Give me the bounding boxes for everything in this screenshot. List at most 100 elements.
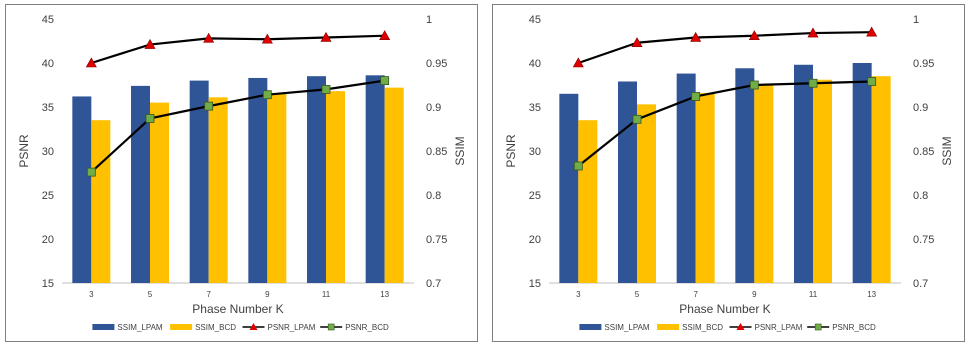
left-bar-ssim-bcd xyxy=(150,102,169,283)
left-left-tick-label: 20 xyxy=(42,234,54,246)
left-marker-psnr-bcd xyxy=(86,167,96,177)
right-bar-ssim-bcd xyxy=(578,120,598,283)
right-legend-swatch-ssim-bcd xyxy=(657,324,680,330)
right-bar-ssim-lpam xyxy=(559,93,579,283)
right-marker-psnr-lpam xyxy=(572,57,584,68)
right-x-tick-label: 7 xyxy=(693,290,698,299)
left-left-tick-label: 30 xyxy=(42,146,54,158)
right-line-psnr-lpam xyxy=(577,31,872,65)
right-x-tick-label: 9 xyxy=(752,290,757,299)
right-left-tick-label: 15 xyxy=(529,278,541,290)
right-x-tick-label: 13 xyxy=(867,290,876,299)
left-legend-label-psnr-lpam: PSNR_LPAM xyxy=(268,323,316,332)
right-legend-label-ssim-bcd: SSIM_BCD xyxy=(682,323,723,332)
right-bar-ssim-bcd xyxy=(754,85,774,283)
combo-chart-right: 152025303540450.70.750.80.850.90.951PSNR… xyxy=(504,14,954,332)
right-marker-psnr-lpam xyxy=(866,26,878,37)
right-marker-psnr-lpam xyxy=(748,30,760,41)
right-marker-psnr-lpam xyxy=(631,37,643,48)
left-legend-marker-psnr-lpam xyxy=(249,323,258,330)
left-x-tick-label: 13 xyxy=(380,290,389,299)
left-legend-marker-psnr-bcd xyxy=(327,323,335,331)
left-marker-psnr-bcd xyxy=(262,90,272,100)
right-legend-swatch-ssim-lpam xyxy=(579,324,602,330)
right-line-psnr-bcd xyxy=(577,80,872,167)
right-x-tick-label: 5 xyxy=(635,290,640,299)
right-left-tick-label: 45 xyxy=(529,14,541,26)
right-bar-ssim-lpam xyxy=(794,64,813,283)
left-right-tick-label: 0.95 xyxy=(426,58,447,70)
right-legend-marker-psnr-bcd xyxy=(814,323,822,331)
right-left-tick-label: 20 xyxy=(529,234,541,246)
left-marker-psnr-bcd xyxy=(204,101,214,111)
right-right-tick-label: 0.9 xyxy=(913,102,928,114)
right-marker-psnr-bcd xyxy=(632,114,642,124)
left-left-tick-label: 45 xyxy=(42,14,54,26)
right-right-tick-label: 0.95 xyxy=(913,58,934,70)
right-bar-ssim-lpam xyxy=(618,81,637,283)
left-bar-ssim-lpam xyxy=(365,75,385,283)
left-bar-ssim-lpam xyxy=(307,76,326,283)
right-bar-ssim-lpam xyxy=(676,73,696,283)
left-left-tick-label: 40 xyxy=(42,58,54,70)
left-line-psnr-bcd xyxy=(90,79,385,173)
right-legend-marker-psnr-lpam xyxy=(736,323,745,330)
left-bar-ssim-lpam xyxy=(189,80,209,283)
right-x-tick-label: 11 xyxy=(809,290,818,299)
left-left-tick-label: 35 xyxy=(42,102,54,114)
left-bar-ssim-bcd xyxy=(91,120,111,283)
right-marker-psnr-bcd xyxy=(808,78,818,88)
right-legend-label-ssim-lpam: SSIM_LPAM xyxy=(604,323,650,332)
combo-chart-left: 152025303540450.70.750.80.850.90.951PSNR… xyxy=(17,14,467,332)
right-bar-ssim-lpam xyxy=(735,68,755,283)
left-right-tick-label: 0.85 xyxy=(426,146,447,158)
left-left-tick-label: 25 xyxy=(42,190,54,202)
right-marker-psnr-lpam xyxy=(807,27,819,38)
left-legend-swatch-ssim-bcd xyxy=(170,324,193,330)
left-marker-psnr-lpam xyxy=(320,31,332,42)
left-x-tick-label: 7 xyxy=(206,290,211,299)
right-right-tick-label: 1 xyxy=(913,14,919,26)
right-bar-ssim-bcd xyxy=(695,92,715,283)
right-marker-psnr-lpam xyxy=(690,31,702,42)
left-legend-label-ssim-lpam: SSIM_LPAM xyxy=(117,323,163,332)
left-x-tick-label: 9 xyxy=(265,290,270,299)
left-line-psnr-lpam xyxy=(91,34,385,65)
right-marker-psnr-bcd xyxy=(867,77,877,86)
chart-panel-right: 15 20 25 30 35 40 45 0.7 0.75 0.8 0.85 0.9 0.95 1 PSNR… xyxy=(492,4,965,342)
right-y2-axis-title: SSIM xyxy=(940,136,954,165)
right-marker-psnr-bcd xyxy=(749,80,759,90)
left-right-tick-label: 0.9 xyxy=(426,102,441,114)
left-x-tick-label: 5 xyxy=(148,290,153,299)
left-y-axis-title: PSNR xyxy=(17,134,31,168)
left-bar-ssim-lpam xyxy=(72,96,92,283)
right-left-tick-label: 40 xyxy=(529,58,541,70)
left-right-tick-label: 0.7 xyxy=(426,278,441,290)
left-marker-psnr-lpam xyxy=(379,30,391,41)
right-right-tick-label: 0.75 xyxy=(913,234,934,246)
left-marker-psnr-bcd xyxy=(145,114,155,123)
right-legend-label-psnr-lpam: PSNR_LPAM xyxy=(755,323,803,332)
left-bar-ssim-lpam xyxy=(131,85,150,283)
right-right-tick-label: 0.7 xyxy=(913,278,928,290)
left-marker-psnr-lpam xyxy=(144,38,156,49)
left-legend-swatch-ssim-lpam xyxy=(92,324,115,330)
left-marker-psnr-lpam xyxy=(261,33,273,44)
right-x-axis-title: Phase Number K xyxy=(679,302,770,316)
left-right-tick-label: 0.75 xyxy=(426,234,447,246)
left-marker-psnr-bcd xyxy=(380,76,390,85)
right-bar-ssim-bcd xyxy=(637,104,656,283)
right-y-axis-title: PSNR xyxy=(504,134,518,168)
right-left-tick-label: 25 xyxy=(529,190,541,202)
right-bar-ssim-bcd xyxy=(871,76,891,283)
left-x-axis-title: Phase Number K xyxy=(192,302,283,316)
chart-panel-left: 15 20 25 30 35 40 45 0.7 0.75 0.8 0.85 0.9 0.95 1 PSNR… xyxy=(5,4,478,342)
left-y2-axis-title: SSIM xyxy=(453,136,467,165)
left-legend-label-psnr-bcd: PSNR_BCD xyxy=(345,323,389,332)
right-bar-ssim-bcd xyxy=(813,79,832,283)
left-bar-ssim-bcd xyxy=(326,91,345,283)
right-bar-ssim-lpam xyxy=(852,63,872,283)
left-marker-psnr-lpam xyxy=(85,57,97,68)
left-right-tick-label: 1 xyxy=(426,14,432,26)
right-marker-psnr-bcd xyxy=(573,161,583,171)
